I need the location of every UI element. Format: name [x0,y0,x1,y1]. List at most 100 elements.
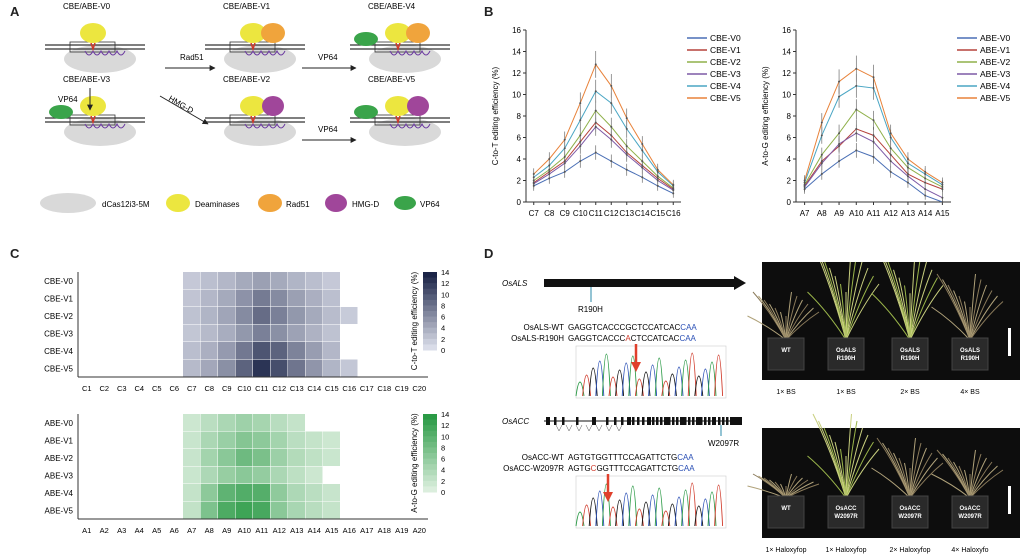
heatmap-cell [253,272,270,289]
data-point [579,160,582,163]
series-line-cbe-v4 [533,90,674,187]
gene-name: OsALS [502,279,528,288]
hmgd [262,96,284,116]
data-point [838,95,841,98]
edit-arrow-head [603,492,613,502]
chromatogram-peak [714,354,724,397]
plant-leaf [969,284,987,341]
data-point [610,160,613,163]
data-point [838,80,841,83]
heatmap-col-label: A8 [205,526,214,535]
colorbar-segment [423,294,437,301]
plant-leaf [785,295,798,341]
guide-rna [84,122,126,129]
heatmap-cell [218,359,235,377]
exon [718,417,721,425]
heatmap-col-label: A17 [360,526,373,535]
vp64 [354,105,378,119]
chromatogram-peak [601,483,611,527]
plant-leaf [931,306,971,341]
panel-label-a: A [10,4,20,19]
gene-name: OsACC [502,417,529,426]
colorbar-tick: 2 [441,477,445,486]
deaminase [385,96,411,116]
dcas-legend-icon [40,193,96,213]
exon [688,417,691,425]
data-point [594,90,597,93]
heatmap-cell [218,324,235,342]
deaminase [240,96,266,116]
legend-label: CBE-V3 [710,69,741,79]
colorbar-segment [423,441,437,448]
heatmap-cell [235,359,253,377]
heatmap-row-label: CBE-V0 [44,277,73,286]
y-tick-label: 16 [512,26,521,35]
heatmap-col-label: A19 [395,526,408,535]
data-point [610,138,613,141]
heatmap-cell [323,484,340,501]
y-tick-label: 0 [787,198,792,207]
heatmap-row-label: CBE-V4 [44,347,73,356]
colorbar-tick: 12 [441,421,449,430]
heatmap-cell [288,466,305,484]
data-point [579,119,582,122]
exon [562,417,565,425]
legend-deaminase: Deaminases [195,200,239,209]
plant-leaf [845,413,852,499]
colorbar-segment [423,333,437,340]
legend-label: CBE-V0 [710,33,741,43]
condition-label: 1× Haloxyfop [765,547,806,554]
plant-leaf [871,467,911,499]
intron-splice [575,424,583,432]
heatmap-row-label: ABE-V3 [45,471,74,480]
data-point [803,179,806,182]
deaminase [80,96,106,116]
arrow-label-vp64-left: VP64 [58,95,78,104]
data-point [625,117,628,120]
heatmap-col-label: C13 [290,384,304,393]
gene-bar [544,279,734,287]
heatmap-cell [305,484,323,501]
heatmap-cell [270,466,288,484]
plant-leaf [785,311,820,341]
heatmap-col-label: C17 [360,384,374,393]
heatmap-cell [288,359,305,377]
exon [692,417,695,425]
y-tick-label: 2 [787,177,792,186]
x-tick-label: C8 [544,209,555,218]
heatmap-cell [305,501,323,519]
heatmap-cell [253,501,270,519]
colorbar-label: A-to-G editing efficiency (%) [410,413,419,513]
y-tick-label: 8 [787,112,792,121]
heatmap-cell [183,501,200,519]
construct-6: CBE/ABE-V5 [350,75,450,146]
heatmap-cell [200,466,218,484]
heatmap-row-label: CBE-V2 [44,312,73,321]
heatmap-cell [218,307,235,324]
plant-leaf [969,453,982,499]
legend-label: CBE-V1 [710,45,741,55]
x-tick-label: A13 [901,209,916,218]
colorbar-tick: 10 [441,290,449,299]
plant-pot-2: OsACC W2097R [807,413,880,529]
wt-seq-label: OsACC-WT [522,453,564,462]
plant-leaf [845,262,856,341]
mut-seq-label: OsACC-W2097R [503,464,564,473]
data-point [872,140,875,143]
heatmap-cell [270,324,288,342]
condition-label: 2× BS [900,389,920,396]
data-point [625,153,628,156]
condition-label: 4× Haloxyfo [951,547,988,554]
heatmap-cell [323,359,340,377]
plant-leaf [785,299,803,341]
heatmap-cell [183,466,200,484]
gene-arrow-head [734,276,746,290]
rad51-legend-icon [258,194,282,212]
exon [704,417,707,425]
colorbar-tick: 6 [441,313,445,322]
pot-label: OsACC [899,506,921,512]
heatmap-cell [183,431,200,449]
heatmap-cell [200,342,218,359]
condition-label: 1× BS [776,389,796,396]
construct-2: CBE/ABE-V1 [205,2,305,73]
